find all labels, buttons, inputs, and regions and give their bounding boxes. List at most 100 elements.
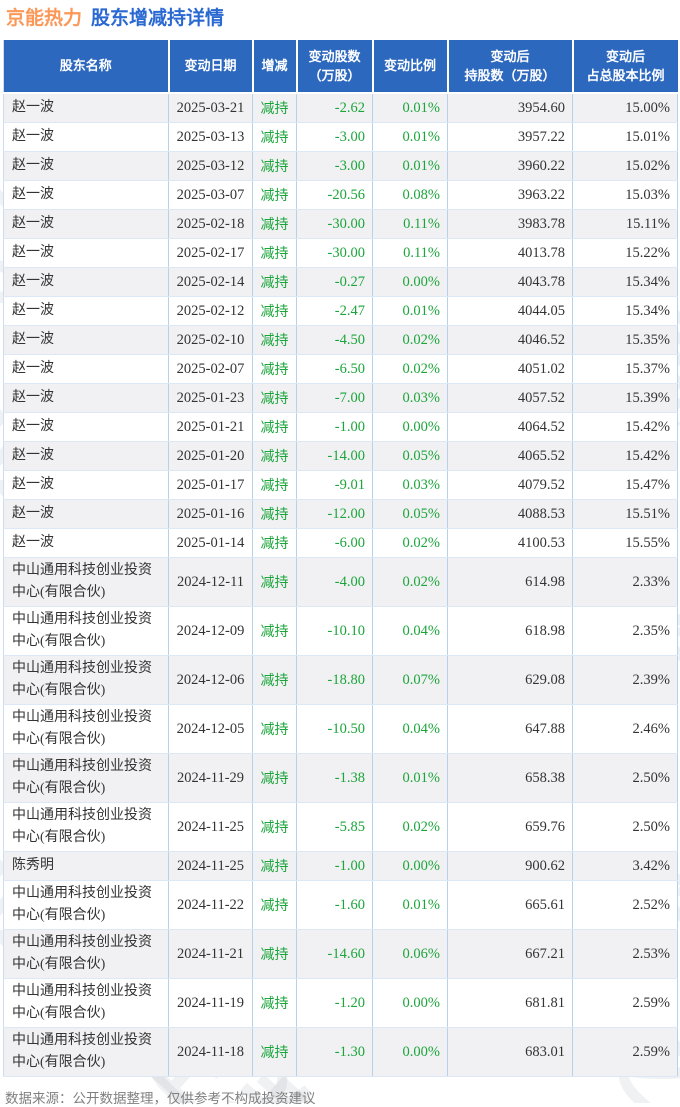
cell-change-direction: 减持 [252, 802, 297, 852]
cell-change-date: 2024-11-25 [168, 851, 253, 881]
cell-change-date: 2025-01-23 [168, 383, 253, 413]
col-header-shareholder-name: 股东名称 [3, 40, 169, 93]
cell-shares-after: 658.38 [447, 753, 573, 803]
cell-ratio-after: 2.53% [572, 929, 678, 979]
cell-change-shares: -1.38 [296, 753, 373, 803]
cell-shares-after: 3960.22 [447, 151, 573, 181]
cell-change-shares: -1.30 [296, 1027, 373, 1077]
cell-change-direction: 减持 [252, 93, 297, 123]
table-row: 赵一波 2025-03-07 减持 -20.56 0.08% 3963.22 1… [3, 180, 678, 210]
cell-change-date: 2024-11-18 [168, 1027, 253, 1077]
cell-shares-after: 4100.53 [447, 528, 573, 558]
col-header-change-date: 变动日期 [167, 40, 253, 93]
cell-shares-after: 4064.52 [447, 412, 573, 442]
cell-shareholder-name: 赵一波 [3, 383, 169, 413]
cell-ratio-after: 15.37% [572, 354, 678, 384]
cell-change-ratio: 0.06% [372, 929, 448, 979]
cell-shares-after: 3954.60 [447, 93, 573, 123]
cell-change-shares: -9.01 [296, 470, 373, 500]
table-row: 中山通用科技创业投资中心(有限合伙) 2024-12-11 减持 -4.00 0… [3, 557, 678, 607]
cell-shareholder-name: 赵一波 [3, 267, 169, 297]
cell-change-ratio: 0.11% [372, 238, 448, 268]
table-row: 赵一波 2025-02-14 减持 -0.27 0.00% 4043.78 15… [3, 267, 678, 297]
cell-change-direction: 减持 [252, 470, 297, 500]
cell-shares-after: 3983.78 [447, 209, 573, 239]
cell-change-direction: 减持 [252, 325, 297, 355]
cell-change-date: 2025-03-12 [168, 151, 253, 181]
table-body: 赵一波 2025-03-21 减持 -2.62 0.01% 3954.60 15… [3, 93, 678, 1077]
cell-shareholder-name: 赵一波 [3, 209, 169, 239]
cell-change-ratio: 0.01% [372, 122, 448, 152]
cell-change-date: 2025-01-14 [168, 528, 253, 558]
cell-change-ratio: 0.00% [372, 851, 448, 881]
cell-change-direction: 减持 [252, 1027, 297, 1077]
cell-shares-after: 4044.05 [447, 296, 573, 326]
cell-change-shares: -18.80 [296, 655, 373, 705]
cell-ratio-after: 15.51% [572, 499, 678, 529]
table-row: 中山通用科技创业投资中心(有限合伙) 2024-11-25 减持 -5.85 0… [3, 802, 678, 852]
cell-change-shares: -12.00 [296, 499, 373, 529]
cell-shares-after: 3963.22 [447, 180, 573, 210]
cell-change-direction: 减持 [252, 354, 297, 384]
cell-change-shares: -6.50 [296, 354, 373, 384]
col-header-shares-after: 变动后 持股数（万股） [446, 40, 573, 93]
cell-change-direction: 减持 [252, 151, 297, 181]
cell-change-shares: -2.62 [296, 93, 373, 123]
table-row: 中山通用科技创业投资中心(有限合伙) 2024-11-21 减持 -14.60 … [3, 929, 678, 979]
cell-shares-after: 681.81 [447, 978, 573, 1028]
cell-change-direction: 减持 [252, 296, 297, 326]
cell-change-ratio: 0.02% [372, 528, 448, 558]
cell-change-ratio: 0.04% [372, 606, 448, 656]
cell-change-shares: -7.00 [296, 383, 373, 413]
cell-change-ratio: 0.00% [372, 978, 448, 1028]
cell-change-shares: -4.00 [296, 557, 373, 607]
cell-change-ratio: 0.02% [372, 354, 448, 384]
col-header-change-ratio: 变动比例 [371, 40, 448, 93]
cell-change-ratio: 0.02% [372, 557, 448, 607]
cell-change-shares: -1.20 [296, 978, 373, 1028]
cell-shareholder-name: 赵一波 [3, 180, 169, 210]
cell-change-date: 2025-02-14 [168, 267, 253, 297]
data-source-note: 数据来源：公开数据整理，仅供参考不构成投资建议 [5, 1091, 316, 1106]
cell-shares-after: 900.62 [447, 851, 573, 881]
cell-change-date: 2024-11-29 [168, 753, 253, 803]
cell-change-date: 2025-01-20 [168, 441, 253, 471]
stock-name: 京能热力 [6, 8, 83, 29]
cell-shareholder-name: 中山通用科技创业投资中心(有限合伙) [3, 978, 169, 1028]
cell-change-ratio: 0.04% [372, 704, 448, 754]
cell-ratio-after: 3.42% [572, 851, 678, 881]
cell-shares-after: 683.01 [447, 1027, 573, 1077]
cell-change-direction: 减持 [252, 704, 297, 754]
cell-change-ratio: 0.00% [372, 267, 448, 297]
cell-change-date: 2024-12-11 [168, 557, 253, 607]
cell-change-direction: 减持 [252, 499, 297, 529]
cell-change-shares: -5.85 [296, 802, 373, 852]
table-row: 陈秀明 2024-11-25 减持 -1.00 0.00% 900.62 3.4… [3, 851, 678, 881]
cell-change-direction: 减持 [252, 383, 297, 413]
col-header-change-shares: 变动股数 （万股） [295, 40, 373, 93]
cell-shares-after: 614.98 [447, 557, 573, 607]
cell-shares-after: 4051.02 [447, 354, 573, 384]
cell-shareholder-name: 赵一波 [3, 470, 169, 500]
cell-change-direction: 减持 [252, 209, 297, 239]
cell-shareholder-name: 中山通用科技创业投资中心(有限合伙) [3, 1027, 169, 1077]
cell-change-shares: -30.00 [296, 209, 373, 239]
cell-shares-after: 659.76 [447, 802, 573, 852]
table-row: 赵一波 2025-01-21 减持 -1.00 0.00% 4064.52 15… [3, 412, 678, 442]
cell-ratio-after: 15.42% [572, 441, 678, 471]
cell-change-ratio: 0.01% [372, 93, 448, 123]
cell-change-shares: -14.60 [296, 929, 373, 979]
cell-change-date: 2025-03-21 [168, 93, 253, 123]
cell-change-ratio: 0.01% [372, 753, 448, 803]
table-row: 赵一波 2025-03-13 减持 -3.00 0.01% 3957.22 15… [3, 122, 678, 152]
cell-change-shares: -6.00 [296, 528, 373, 558]
cell-shareholder-name: 赵一波 [3, 151, 169, 181]
cell-change-date: 2025-01-17 [168, 470, 253, 500]
cell-change-direction: 减持 [252, 606, 297, 656]
table-row: 中山通用科技创业投资中心(有限合伙) 2024-11-19 减持 -1.20 0… [3, 978, 678, 1028]
cell-ratio-after: 2.52% [572, 880, 678, 930]
cell-change-ratio: 0.07% [372, 655, 448, 705]
cell-shareholder-name: 陈秀明 [3, 851, 169, 881]
cell-ratio-after: 2.59% [572, 1027, 678, 1077]
